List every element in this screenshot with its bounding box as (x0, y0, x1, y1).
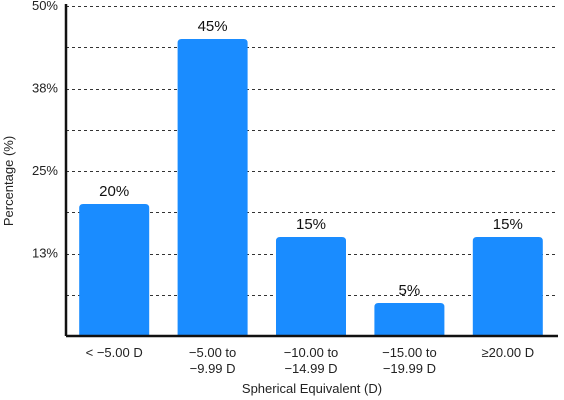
x-category-label: < −5.00 D (86, 345, 143, 360)
x-category-label: −15.00 to (382, 345, 437, 360)
y-tick-label: 13% (32, 246, 58, 261)
bar (79, 204, 149, 336)
x-category-label: −14.99 D (284, 361, 337, 376)
y-tick-label: 50% (32, 0, 58, 13)
x-category-label: −9.99 D (190, 361, 236, 376)
data-label: 15% (296, 216, 326, 233)
bars (79, 39, 543, 336)
y-tick-label: 38% (32, 81, 58, 96)
data-label: 20% (99, 183, 129, 200)
data-label: 45% (198, 18, 228, 35)
bar (374, 303, 444, 336)
bar (178, 39, 248, 336)
x-category-label: −19.99 D (383, 361, 436, 376)
x-category-label: −5.00 to (189, 345, 236, 360)
y-tick-label: 25% (32, 163, 58, 178)
x-axis-category-labels: < −5.00 D −5.00 to−9.99 D −10.00 to−14.99 … (86, 345, 534, 376)
bar (276, 237, 346, 336)
x-category-label: −10.00 to (284, 345, 339, 360)
bar (473, 237, 543, 336)
x-axis-title: Spherical Equivalent (D) (242, 381, 382, 396)
x-category-label: ≥20.00 D (481, 345, 534, 360)
y-axis-title: Percentage (%) (1, 136, 16, 226)
data-label: 15% (493, 216, 523, 233)
data-label: 5% (399, 282, 421, 299)
y-axis-tick-labels: 13% 25% 38% 50% (32, 0, 58, 261)
